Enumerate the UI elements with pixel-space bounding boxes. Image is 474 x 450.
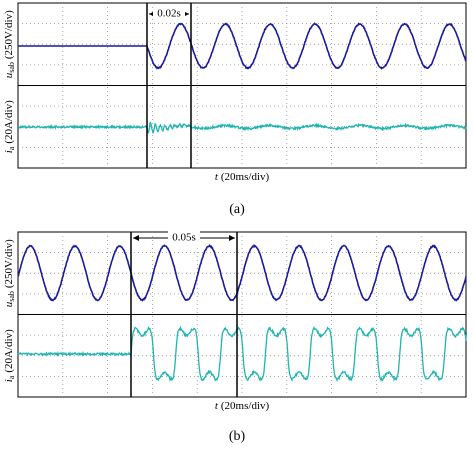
x-axis-label: t (20ms/div) <box>215 171 270 183</box>
interval-label: 0.05s <box>172 232 196 244</box>
x-axis-unit: (20ms/div) <box>221 171 270 183</box>
y-axis-subscript: a <box>7 375 16 379</box>
y-axis-unit: (20A/div) <box>3 100 15 144</box>
y-axis-unit: (250V/div) <box>3 239 15 288</box>
y-axis-subscript: sab <box>7 291 16 302</box>
y-axis-label: usab(250V/div) <box>3 239 16 307</box>
y-axis-label: usab(250V/div) <box>3 10 16 78</box>
x-axis-unit: (20ms/div) <box>221 400 270 412</box>
y-axis-subscript: sab <box>7 62 16 73</box>
interval-label: 0.02s <box>157 8 181 20</box>
y-axis-unit: (250V/div) <box>3 10 15 59</box>
y-axis-subscript: a <box>7 146 16 150</box>
x-axis-label: t (20ms/div) <box>215 400 270 412</box>
x-axis-symbol: t <box>215 171 219 183</box>
y-axis-label: ia(20A/div) <box>3 100 16 153</box>
panel-caption: (a) <box>229 202 245 217</box>
y-axis-unit: (20A/div) <box>3 329 15 373</box>
figure: 0.02susab(250V/div)ia(20A/div)t (20ms/div… <box>0 0 474 450</box>
panel-caption: (b) <box>229 429 246 444</box>
voltage-waveform <box>18 24 466 69</box>
x-axis-symbol: t <box>215 400 219 412</box>
y-axis-label: ia(20A/div) <box>3 329 16 382</box>
